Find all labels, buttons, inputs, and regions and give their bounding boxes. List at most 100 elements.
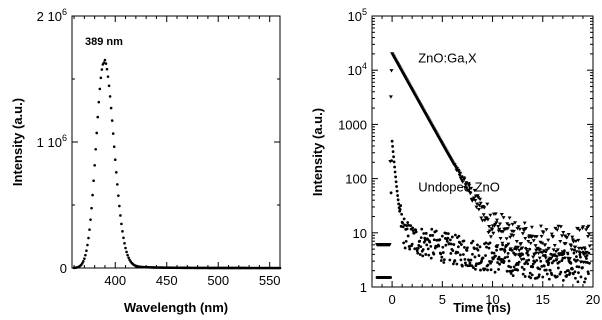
- undoped-zno-point: [514, 245, 518, 249]
- undoped-zno-point: [509, 272, 513, 275]
- zno-ga-x-point: [552, 244, 557, 248]
- undoped-zno-point: [416, 246, 420, 250]
- undoped-zno-point: [469, 258, 473, 262]
- undoped-zno-point: [411, 226, 415, 230]
- undoped-zno-point: [521, 272, 525, 276]
- zno-ga-x-point: [459, 175, 464, 179]
- undoped-zno-point: [409, 224, 413, 227]
- undoped-zno-point: [550, 261, 554, 265]
- zno-ga-x-point: [541, 249, 546, 253]
- spectrum-x-tick-label: 500: [207, 273, 229, 288]
- undoped-zno-point: [569, 261, 573, 265]
- zno-ga-x-point: [534, 235, 539, 239]
- undoped-zno-point: [523, 262, 527, 266]
- zno-ga-x-point: [464, 186, 469, 190]
- zno-ga-x-point: [569, 244, 574, 248]
- undoped-zno-point: [538, 247, 542, 251]
- zno-ga-x-point: [494, 221, 499, 225]
- zno-ga-x-point: [513, 253, 518, 257]
- undoped-zno-point: [507, 259, 511, 263]
- undoped-zno-point: [401, 225, 405, 229]
- zno-ga-x-point: [538, 224, 543, 229]
- undoped-zno-point: [484, 241, 488, 245]
- zno-ga-x-point: [485, 218, 490, 222]
- undoped-zno-point: [495, 248, 498, 252]
- undoped-zno-point: [463, 258, 467, 261]
- undoped-zno-point: [389, 276, 392, 279]
- zno-ga-x-point: [522, 229, 527, 233]
- undoped-zno-point: [542, 264, 546, 268]
- undoped-zno-point: [442, 258, 446, 262]
- spectrum-point: [98, 87, 102, 91]
- undoped-zno-point: [456, 245, 460, 249]
- zno-ga-x-point: [566, 232, 571, 237]
- undoped-zno-point: [492, 251, 496, 255]
- spectrum-point: [125, 250, 128, 254]
- undoped-zno-point: [526, 253, 530, 257]
- decay-ticks: [371, 16, 594, 288]
- undoped-zno-point: [479, 268, 482, 272]
- undoped-zno-point: [415, 249, 419, 253]
- zno-ga-x-point: [466, 188, 471, 193]
- undoped-zno-point: [448, 258, 452, 262]
- zno-ga-x-point: [544, 228, 549, 232]
- zno-ga-x-point: [478, 201, 483, 206]
- zno-ga-x-point: [506, 242, 511, 247]
- zno-ga-x-point: [480, 219, 485, 223]
- undoped-zno-point: [453, 233, 457, 237]
- undoped-zno-point: [585, 257, 588, 260]
- undoped-zno-point: [471, 239, 475, 243]
- undoped-zno-point: [474, 267, 477, 271]
- undoped-zno-point: [585, 254, 589, 257]
- zno-ga-x-point: [510, 222, 515, 227]
- undoped-zno-point: [527, 258, 531, 262]
- undoped-zno-point: [434, 229, 438, 233]
- decay-x-tick-label: 15: [536, 292, 550, 307]
- undoped-zno-point: [394, 175, 398, 179]
- zno-ga-x-point: [388, 95, 393, 99]
- spectrum-point: [94, 147, 97, 151]
- zno-ga-x-point: [507, 216, 512, 220]
- zno-ga-x-point: [526, 239, 531, 244]
- undoped-zno-point: [512, 265, 516, 269]
- zno-ga-x-point: [561, 231, 566, 235]
- undoped-zno-point: [557, 260, 561, 264]
- undoped-zno-point: [446, 232, 450, 236]
- spectrum-x-tick-label: 400: [104, 273, 126, 288]
- undoped-zno-point: [437, 244, 441, 248]
- zno-ga-x-point: [570, 238, 575, 242]
- undoped-zno-point: [560, 259, 564, 262]
- decay-y-axis-label: Intensity (a.u.): [310, 108, 325, 196]
- decay-tick-labels: 0 5 10 15 20 1 10 100 1000 104 105: [338, 7, 600, 307]
- decay-y-tick-label: 10: [353, 226, 367, 241]
- zno-ga-x-point: [497, 222, 502, 226]
- undoped-zno-point: [535, 258, 539, 262]
- zno-ga-x-point: [558, 239, 563, 244]
- undoped-zno-point: [500, 247, 504, 251]
- zno-ga-x-point: [475, 194, 480, 198]
- undoped-zno-point: [451, 249, 455, 253]
- undoped-zno-point: [465, 249, 469, 252]
- undoped-zno-point: [412, 231, 416, 235]
- undoped-zno-point: [416, 251, 420, 255]
- zno-ga-x-point: [546, 238, 551, 243]
- zno-ga-x-point: [537, 256, 542, 261]
- zno-ga-x-point: [501, 216, 506, 220]
- undoped-zno-point: [390, 139, 394, 143]
- undoped-zno-point: [501, 243, 504, 247]
- undoped-zno-point: [459, 258, 463, 262]
- undoped-zno-point: [561, 279, 565, 282]
- undoped-zno-point: [406, 234, 410, 238]
- spectrum-point: [84, 253, 87, 257]
- undoped-zno-point: [420, 227, 424, 231]
- undoped-zno-point: [576, 258, 579, 262]
- undoped-zno-point: [584, 277, 587, 281]
- zno-ga-x-point: [582, 247, 587, 252]
- undoped-zno-point: [396, 198, 400, 202]
- undoped-zno-point: [548, 269, 552, 272]
- undoped-zno-point: [449, 252, 453, 255]
- spectrum-point: [95, 131, 99, 135]
- undoped-zno-point: [520, 265, 524, 269]
- undoped-zno-point: [578, 250, 581, 254]
